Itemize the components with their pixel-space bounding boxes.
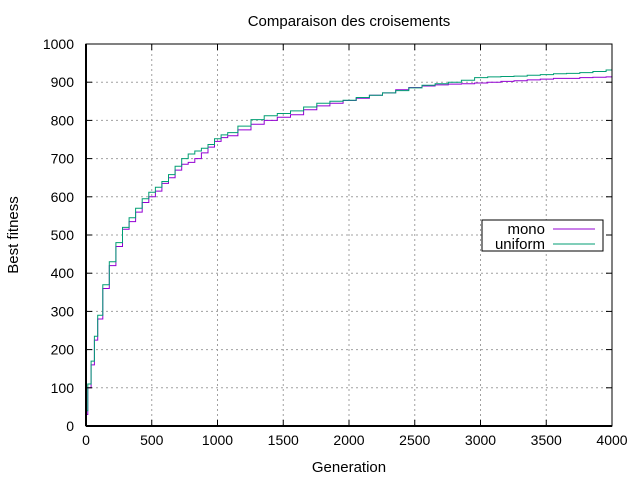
x-tick-label: 500 bbox=[140, 432, 164, 448]
y-axis-title: Best fitness bbox=[5, 196, 22, 274]
y-tick-label: 200 bbox=[51, 342, 75, 358]
x-tick-label: 2500 bbox=[399, 432, 430, 448]
series-lines bbox=[86, 69, 612, 415]
y-tick-label: 800 bbox=[51, 112, 75, 128]
x-tick-label: 1500 bbox=[268, 432, 299, 448]
y-tick-label: 1000 bbox=[43, 36, 74, 52]
y-tick-label: 700 bbox=[51, 151, 75, 167]
legend-box bbox=[481, 219, 604, 252]
x-tick-label: 0 bbox=[82, 432, 90, 448]
x-tick-label: 1000 bbox=[202, 432, 233, 448]
x-axis-title: Generation bbox=[312, 459, 386, 476]
x-tick-label: 3000 bbox=[465, 432, 496, 448]
legend-label-mono: mono bbox=[507, 221, 545, 238]
y-tick-label: 900 bbox=[51, 74, 75, 90]
y-tick-label: 500 bbox=[51, 227, 75, 243]
series-line-mono bbox=[86, 76, 612, 415]
chart-title: Comparaison des croisements bbox=[248, 13, 451, 30]
x-tick-label: 3500 bbox=[531, 432, 562, 448]
y-tick-label: 600 bbox=[51, 189, 75, 205]
y-tick-label: 0 bbox=[66, 418, 74, 434]
y-tick-label: 300 bbox=[51, 303, 75, 319]
x-tick-label: 2000 bbox=[333, 432, 364, 448]
y-tick-label: 400 bbox=[51, 265, 75, 281]
legend-label-uniform: uniform bbox=[495, 236, 545, 253]
x-tick-label: 4000 bbox=[596, 432, 627, 448]
y-tick-label: 100 bbox=[51, 380, 75, 396]
axis-ticks: 0 500 1000 1500 2000 2500 3000 3500 4000 0 100 200 3… bbox=[43, 36, 628, 448]
series-line-uniform bbox=[86, 69, 612, 412]
